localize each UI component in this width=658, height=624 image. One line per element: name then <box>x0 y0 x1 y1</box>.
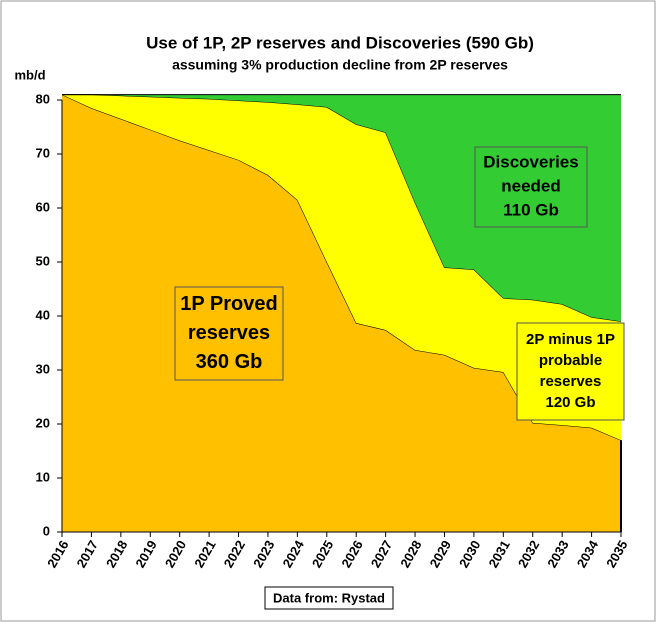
annotation-text: reserves <box>188 322 270 344</box>
annotation-text: Discoveries <box>483 152 578 171</box>
annotation-box <box>474 146 588 228</box>
chart-title: Use of 1P, 2P reserves and Discoveries (… <box>146 33 534 52</box>
y-tick-label: 60 <box>36 199 50 214</box>
annotation-box <box>516 322 625 421</box>
y-tick-label: 30 <box>36 361 50 376</box>
source-box <box>264 586 394 610</box>
y-axis-label: mb/d <box>14 67 45 82</box>
annotation-text: 360 Gb <box>196 351 263 373</box>
area <box>62 94 621 532</box>
y-tick-label: 80 <box>36 91 50 106</box>
y-tick-label: 20 <box>36 415 50 430</box>
annotation-text: 110 Gb <box>503 200 559 219</box>
annotation-box <box>174 286 284 381</box>
source: Data from: Rystad <box>273 590 385 605</box>
annotation-text: 120 Gb <box>545 394 595 411</box>
y-tick-label: 10 <box>36 469 50 484</box>
y-tick-label: 70 <box>36 145 50 160</box>
annotation-text: reserves <box>540 373 602 390</box>
y-tick-label: 40 <box>36 307 50 322</box>
y-tick-label: 0 <box>43 523 50 538</box>
chart-subtitle: assuming 3% production decline from 2P r… <box>172 57 508 73</box>
area <box>62 94 621 441</box>
area-edge <box>62 94 622 322</box>
annotation-text: 2P minus 1P <box>526 331 615 348</box>
annotation-text: 1P Proved <box>180 293 277 315</box>
y-tick-label: 50 <box>36 253 50 268</box>
annotation-text: needed <box>501 176 561 195</box>
annotation-text: probable <box>539 352 602 369</box>
